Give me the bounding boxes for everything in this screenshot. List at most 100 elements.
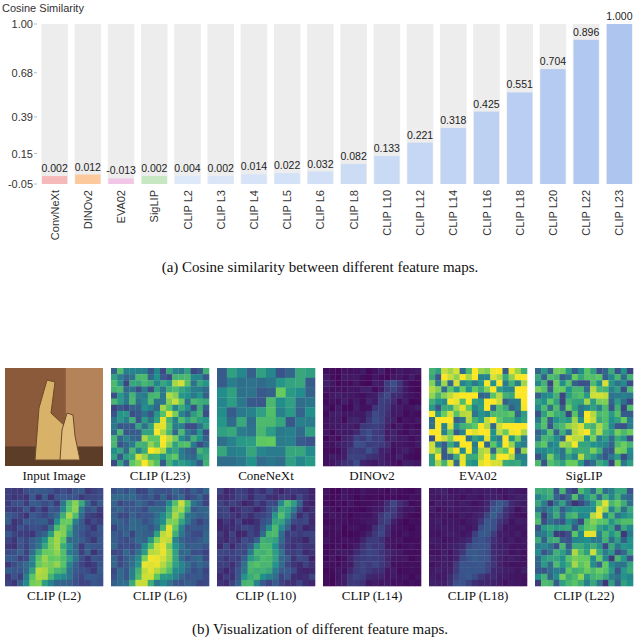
map-cell <box>615 454 621 460</box>
map-cell <box>148 417 154 423</box>
map-cell <box>11 525 17 531</box>
map-cell <box>566 399 572 405</box>
map-cell <box>295 417 305 427</box>
map-cell <box>441 411 447 417</box>
x-tick-label: ConvNeXt <box>49 190 61 240</box>
map-cell <box>572 380 578 386</box>
map-cell <box>335 380 341 386</box>
map-cell <box>466 374 472 380</box>
map-cell <box>286 417 296 427</box>
map-cell <box>172 494 178 500</box>
map-cell <box>409 374 415 380</box>
map-cell <box>286 397 296 407</box>
map-cell <box>348 460 354 466</box>
panel-label: SigLIP <box>566 468 603 483</box>
column-background <box>274 24 301 184</box>
map-cell <box>227 427 237 437</box>
map-cell <box>91 500 97 506</box>
map-cell <box>97 506 103 512</box>
map-cell <box>97 494 103 500</box>
map-cell <box>272 543 278 549</box>
map-cell <box>11 562 17 568</box>
map-cell <box>154 423 160 429</box>
map-cell <box>615 460 621 466</box>
map-cell <box>596 386 602 392</box>
map-cell <box>615 429 621 435</box>
map-cell <box>30 555 36 561</box>
map-cell <box>429 423 435 429</box>
map-cell <box>309 562 315 568</box>
map-cell <box>615 442 621 448</box>
column-background <box>141 24 168 184</box>
map-cell <box>117 380 123 386</box>
map-cell <box>403 411 409 417</box>
map-cell <box>5 543 11 549</box>
map-cell <box>435 417 441 423</box>
map-cell <box>266 456 276 466</box>
map-cell <box>123 435 129 441</box>
map-cell <box>36 513 42 519</box>
map-cell <box>237 427 247 437</box>
map-cell <box>191 411 197 417</box>
map-cell <box>627 374 633 380</box>
map-cell <box>185 460 191 466</box>
map-cell <box>185 429 191 435</box>
map-cell <box>297 549 303 555</box>
map-cell <box>547 386 553 392</box>
map-cell <box>191 568 197 574</box>
map-cell <box>276 397 286 407</box>
map-cell <box>541 393 547 399</box>
map-cell <box>172 555 178 561</box>
map-cell <box>54 488 60 494</box>
map-cell <box>160 525 166 531</box>
map-cell <box>378 435 384 441</box>
map-cell <box>276 437 286 447</box>
map-cell <box>97 580 103 586</box>
map-cell <box>472 374 478 380</box>
map-cell <box>341 448 347 454</box>
map-cell <box>117 393 123 399</box>
map-cell <box>609 393 615 399</box>
map-cell <box>291 537 297 543</box>
map-cell <box>172 543 178 549</box>
x-tick-label: CLIP L18 <box>514 190 526 236</box>
map-cell <box>42 506 48 512</box>
map-cell <box>203 531 209 537</box>
map-cell <box>266 537 272 543</box>
map-cell <box>203 537 209 543</box>
map-cell <box>129 429 135 435</box>
map-cell <box>496 454 502 460</box>
map-cell <box>136 423 142 429</box>
column-background <box>573 24 600 184</box>
map-cell <box>378 411 384 417</box>
map-cell <box>429 429 435 435</box>
map-cell <box>36 549 42 555</box>
map-cell <box>123 374 129 380</box>
map-cell <box>185 393 191 399</box>
map-cell <box>197 562 203 568</box>
map-cell <box>111 488 117 494</box>
map-cell <box>160 574 166 580</box>
map-cell <box>266 531 272 537</box>
map-cell <box>11 506 17 512</box>
map-cell <box>541 454 547 460</box>
map-cell <box>335 454 341 460</box>
map-cell <box>178 525 184 531</box>
map-cell <box>237 456 247 466</box>
map-cell <box>142 549 148 555</box>
map-cell <box>429 411 435 417</box>
map-cell <box>535 429 541 435</box>
column-background <box>540 24 567 184</box>
map-cell <box>117 386 123 392</box>
map-cell <box>197 417 203 423</box>
map-cell <box>478 411 484 417</box>
map-cell <box>60 500 66 506</box>
map-cell <box>217 543 223 549</box>
map-cell <box>521 405 527 411</box>
data-label: 0.022 <box>274 159 300 171</box>
map-cell <box>79 500 85 506</box>
map-cell <box>590 429 596 435</box>
map-cell <box>535 368 541 374</box>
map-cell <box>23 574 29 580</box>
map-cell <box>17 531 23 537</box>
